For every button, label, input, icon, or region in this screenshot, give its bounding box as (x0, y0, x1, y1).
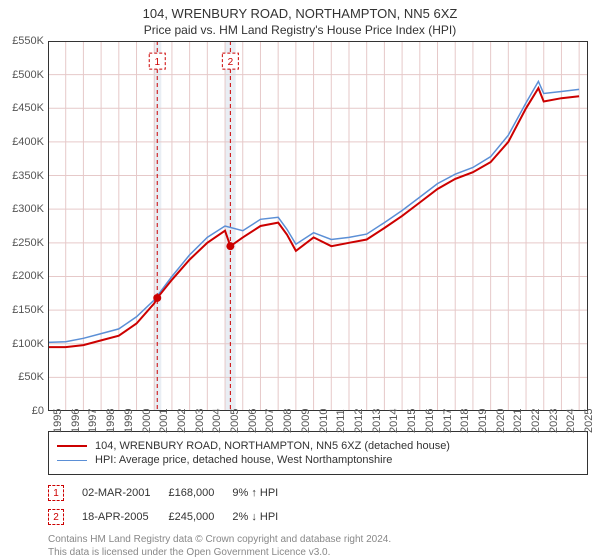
sale-date: 18-APR-2005 (82, 505, 168, 529)
legend-label: 104, WRENBURY ROAD, NORTHAMPTON, NN5 6XZ… (95, 440, 450, 452)
x-tick-label: 1998 (105, 409, 117, 433)
x-tick-label: 2013 (371, 409, 383, 433)
x-tick-label: 2003 (194, 409, 206, 433)
y-tick-label: £300K (12, 203, 44, 215)
x-tick-label: 2004 (211, 409, 223, 433)
sale-date: 02-MAR-2001 (82, 481, 168, 505)
y-tick-label: £50K (18, 371, 44, 383)
x-tick-label: 2023 (548, 409, 560, 433)
x-tick-label: 2019 (477, 409, 489, 433)
line-chart: 12 (48, 41, 588, 411)
x-tick-label: 2000 (141, 409, 153, 433)
footer-line-1: Contains HM Land Registry data © Crown c… (48, 533, 588, 546)
x-tick-label: 2024 (565, 409, 577, 433)
x-tick-label: 1997 (87, 409, 99, 433)
x-tick-label: 2016 (424, 409, 436, 433)
y-tick-label: £550K (12, 35, 44, 47)
sale-marker-box: 2 (48, 509, 64, 525)
x-tick-label: 2017 (442, 409, 454, 433)
x-tick-label: 2002 (176, 409, 188, 433)
x-tick-label: 2011 (335, 409, 347, 433)
x-tick-label: 2010 (318, 409, 330, 433)
svg-text:1: 1 (154, 57, 160, 68)
page-title: 104, WRENBURY ROAD, NORTHAMPTON, NN5 6XZ (0, 0, 600, 21)
sale-delta: 9% ↑ HPI (232, 481, 296, 505)
x-tick-label: 2007 (264, 409, 276, 433)
x-tick-label: 2014 (388, 409, 400, 433)
legend-label: HPI: Average price, detached house, West… (95, 454, 392, 466)
sale-price: £168,000 (168, 481, 232, 505)
sale-delta: 2% ↓ HPI (232, 505, 296, 529)
legend-swatch (57, 460, 87, 461)
x-tick-label: 2008 (282, 409, 294, 433)
x-tick-label: 2005 (229, 409, 241, 433)
x-tick-label: 2015 (406, 409, 418, 433)
x-tick-label: 1995 (52, 409, 64, 433)
svg-text:2: 2 (228, 57, 234, 68)
x-tick-label: 2025 (583, 409, 595, 433)
x-tick-label: 2006 (247, 409, 259, 433)
sale-price: £245,000 (168, 505, 232, 529)
legend: 104, WRENBURY ROAD, NORTHAMPTON, NN5 6XZ… (48, 431, 588, 475)
y-tick-label: £350K (12, 170, 44, 182)
legend-swatch (57, 445, 87, 447)
footer-line-2: This data is licensed under the Open Gov… (48, 546, 588, 559)
y-tick-label: £450K (12, 102, 44, 114)
x-tick-label: 1999 (123, 409, 135, 433)
y-tick-label: £500K (12, 69, 44, 81)
table-row: 1 02-MAR-2001£168,0009% ↑ HPI (48, 481, 296, 505)
x-tick-label: 2001 (158, 409, 170, 433)
y-tick-label: £250K (12, 237, 44, 249)
sale-marker-box: 1 (48, 485, 64, 501)
x-tick-label: 2021 (512, 409, 524, 433)
x-tick-label: 2022 (530, 409, 542, 433)
y-tick-label: £150K (12, 304, 44, 316)
y-tick-label: £0 (32, 405, 44, 417)
x-tick-label: 2009 (300, 409, 312, 433)
legend-item: HPI: Average price, detached house, West… (57, 454, 579, 466)
chart-area: 12 £0£50K£100K£150K£200K£250K£300K£350K£… (48, 41, 588, 411)
y-tick-label: £200K (12, 270, 44, 282)
page-subtitle: Price paid vs. HM Land Registry's House … (0, 21, 600, 41)
y-tick-label: £400K (12, 136, 44, 148)
x-tick-label: 1996 (70, 409, 82, 433)
table-row: 2 18-APR-2005£245,0002% ↓ HPI (48, 505, 296, 529)
sales-table: 1 02-MAR-2001£168,0009% ↑ HPI 2 18-APR-2005… (48, 481, 296, 529)
x-tick-label: 2020 (495, 409, 507, 433)
x-tick-label: 2012 (353, 409, 365, 433)
legend-item: 104, WRENBURY ROAD, NORTHAMPTON, NN5 6XZ… (57, 440, 579, 452)
x-tick-label: 2018 (459, 409, 471, 433)
attribution-footer: Contains HM Land Registry data © Crown c… (48, 533, 588, 559)
y-tick-label: £100K (12, 338, 44, 350)
